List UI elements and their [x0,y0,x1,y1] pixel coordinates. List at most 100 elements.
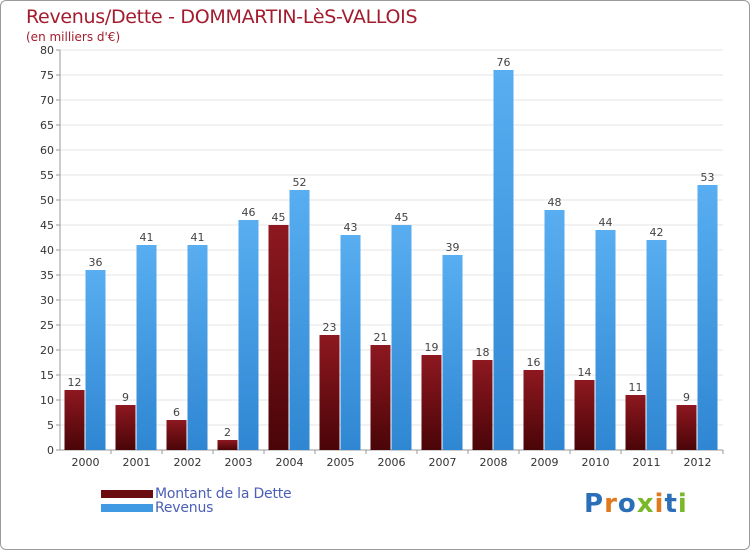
y-tick-label: 60 [40,144,54,157]
y-tick-label: 35 [40,269,54,282]
legend-swatch-revenus [101,504,153,512]
legend-label-dette: Montant de la Dette [155,486,292,502]
bar-revenus [136,245,157,450]
data-label-dette: 12 [68,376,82,389]
x-tick-label: 2001 [123,456,151,469]
data-label-dette: 9 [122,391,129,404]
x-tick-label: 2011 [633,456,661,469]
data-label-revenus: 41 [140,231,154,244]
data-label-dette: 6 [173,406,180,419]
data-label-revenus: 46 [242,206,256,219]
bar-revenus [340,235,361,450]
bar-revenus [85,270,106,450]
y-tick-label: 45 [40,219,54,232]
data-label-dette: 9 [683,391,690,404]
bar-dette [370,345,391,450]
x-tick-label: 2006 [378,456,406,469]
bar-revenus [391,225,412,450]
y-tick-label: 15 [40,369,54,382]
bar-revenus [493,70,514,450]
data-label-revenus: 44 [599,216,613,229]
data-label-revenus: 45 [395,211,409,224]
data-labels: 12 36 9 41 6 41 2 46 45 52 23 43 21 45 19 39 18 76 16 48 14 4… [68,56,715,439]
bar-dette [166,420,187,450]
data-label-revenus: 52 [293,176,307,189]
data-label-revenus: 39 [446,241,460,254]
data-label-revenus: 48 [548,196,562,209]
logo-letter: o [617,489,637,519]
x-tick-label: 2000 [72,456,100,469]
bar-dette [523,370,544,450]
logo-letter: r [604,489,618,519]
bar-dette [217,440,238,450]
logo-letter: i [654,489,665,519]
y-tick-label: 65 [40,119,54,132]
x-tick-label: 2005 [327,456,355,469]
data-label-dette: 23 [323,321,337,334]
data-label-dette: 21 [374,331,388,344]
proxiti-logo: Proxiti [584,489,688,519]
bar-dette [421,355,442,450]
bar-revenus [697,185,718,450]
chart-title: Revenus/Dette - DOMMARTIN-LèS-VALLOIS [26,6,418,28]
bar-dette [115,405,136,450]
data-label-dette: 14 [578,366,592,379]
logo-letter: P [584,489,605,519]
bar-dette [64,390,85,450]
data-label-revenus: 41 [191,231,205,244]
legend-label-revenus: Revenus [155,500,214,516]
bar-revenus [187,245,208,450]
y-tick-label: 0 [47,444,54,457]
bar-dette [625,395,646,450]
x-tick-label: 2010 [582,456,610,469]
data-label-revenus: 76 [497,56,511,69]
bar-dette [574,380,595,450]
bar-dette [472,360,493,450]
bar-dette [268,225,289,450]
bar-dette [676,405,697,450]
y-tick-label: 80 [40,44,54,57]
data-label-revenus: 36 [89,256,103,269]
bar-revenus [544,210,565,450]
x-tick-label: 2012 [684,456,712,469]
legend-item-revenus: Revenus [101,500,214,516]
y-tick-label: 10 [40,394,54,407]
y-tick-label: 25 [40,319,54,332]
x-tick-label: 2004 [276,456,304,469]
data-label-dette: 18 [476,346,490,359]
y-tick-label: 40 [40,244,54,257]
legend-item-dette: Montant de la Dette [101,486,292,502]
data-label-revenus: 42 [650,226,664,239]
data-label-dette: 16 [527,356,541,369]
y-tick-label: 30 [40,294,54,307]
y-tick-label: 50 [40,194,54,207]
data-label-dette: 19 [425,341,439,354]
bar-revenus [238,220,259,450]
bar-revenus [289,190,310,450]
legend-swatch-dette [101,490,153,498]
bars [64,70,718,450]
y-tick-label: 75 [40,69,54,82]
bar-dette [319,335,340,450]
logo-letter: i [677,489,688,519]
chart-subtitle: (en milliers d'€) [26,30,121,44]
data-label-revenus: 53 [701,171,715,184]
x-tick-label: 2009 [531,456,559,469]
x-tick-label: 2002 [174,456,202,469]
x-tick-label: 2007 [429,456,457,469]
y-tick-label: 5 [47,419,54,432]
data-label-dette: 2 [224,426,231,439]
data-label-dette: 45 [272,211,286,224]
bar-revenus [595,230,616,450]
y-tick-label: 55 [40,169,54,182]
x-tick-label: 2003 [225,456,253,469]
logo-letter: t [664,489,678,519]
y-tick-label: 70 [40,94,54,107]
bar-revenus [442,255,463,450]
data-label-dette: 11 [629,381,643,394]
y-tick-label: 20 [40,344,54,357]
bar-revenus [646,240,667,450]
logo-letter: x [636,489,655,519]
x-tick-label: 2008 [480,456,508,469]
